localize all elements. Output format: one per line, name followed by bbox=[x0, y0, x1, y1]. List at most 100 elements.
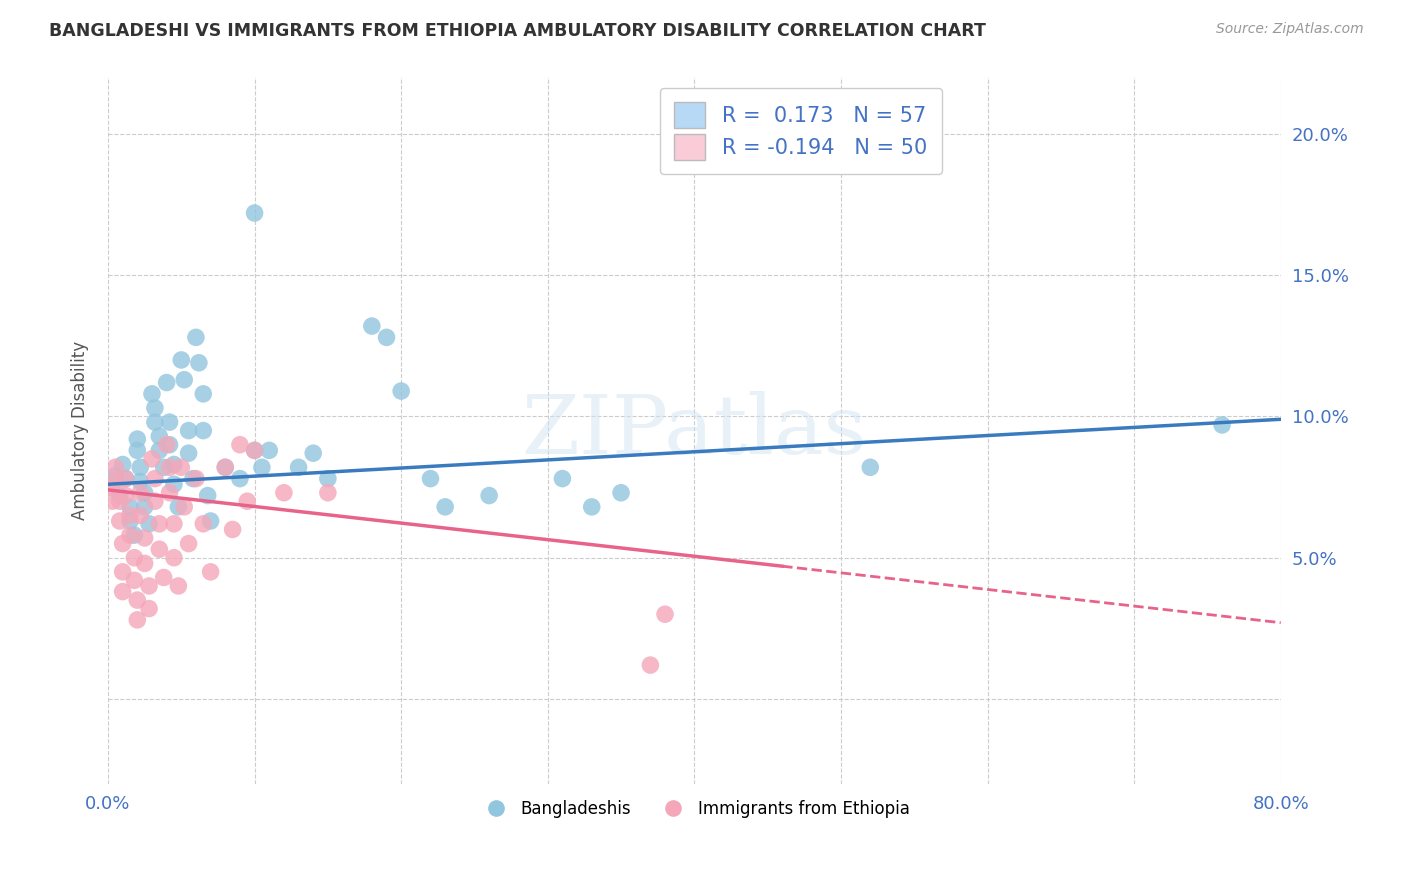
Point bbox=[187, 356, 209, 370]
Point bbox=[163, 477, 186, 491]
Point bbox=[184, 472, 207, 486]
Point bbox=[148, 429, 170, 443]
Point bbox=[111, 458, 134, 472]
Point bbox=[100, 480, 122, 494]
Point bbox=[143, 472, 166, 486]
Point bbox=[197, 489, 219, 503]
Point bbox=[108, 494, 131, 508]
Point bbox=[124, 550, 146, 565]
Point bbox=[111, 565, 134, 579]
Point bbox=[1211, 417, 1233, 432]
Point bbox=[114, 472, 136, 486]
Point bbox=[302, 446, 325, 460]
Point bbox=[170, 353, 193, 368]
Point bbox=[389, 384, 412, 398]
Point bbox=[134, 500, 156, 514]
Point bbox=[111, 584, 134, 599]
Point bbox=[273, 485, 295, 500]
Point bbox=[118, 508, 141, 523]
Point bbox=[104, 460, 127, 475]
Point bbox=[360, 319, 382, 334]
Text: BANGLADESHI VS IMMIGRANTS FROM ETHIOPIA AMBULATORY DISABILITY CORRELATION CHART: BANGLADESHI VS IMMIGRANTS FROM ETHIOPIA … bbox=[49, 22, 986, 40]
Point bbox=[141, 387, 163, 401]
Point bbox=[434, 500, 457, 514]
Point bbox=[104, 475, 127, 489]
Point bbox=[134, 485, 156, 500]
Point bbox=[163, 516, 186, 531]
Point bbox=[108, 489, 131, 503]
Point bbox=[143, 415, 166, 429]
Point bbox=[129, 475, 152, 489]
Point bbox=[152, 570, 174, 584]
Point bbox=[200, 514, 222, 528]
Point bbox=[148, 542, 170, 557]
Point bbox=[159, 415, 181, 429]
Point bbox=[134, 557, 156, 571]
Point bbox=[138, 601, 160, 615]
Point bbox=[478, 489, 501, 503]
Point bbox=[129, 508, 152, 523]
Point bbox=[177, 424, 200, 438]
Point bbox=[167, 579, 190, 593]
Point bbox=[148, 516, 170, 531]
Point bbox=[127, 432, 149, 446]
Point bbox=[229, 438, 252, 452]
Point bbox=[236, 494, 259, 508]
Point bbox=[177, 536, 200, 550]
Point bbox=[148, 443, 170, 458]
Point bbox=[316, 485, 339, 500]
Point bbox=[143, 401, 166, 415]
Point bbox=[159, 438, 181, 452]
Point bbox=[610, 485, 633, 500]
Point bbox=[177, 446, 200, 460]
Point bbox=[170, 460, 193, 475]
Point bbox=[118, 500, 141, 514]
Point bbox=[173, 373, 195, 387]
Point bbox=[173, 500, 195, 514]
Point bbox=[193, 424, 215, 438]
Point bbox=[859, 460, 882, 475]
Point bbox=[243, 443, 266, 458]
Point bbox=[152, 460, 174, 475]
Point bbox=[214, 460, 236, 475]
Text: Source: ZipAtlas.com: Source: ZipAtlas.com bbox=[1216, 22, 1364, 37]
Point bbox=[221, 523, 243, 537]
Point bbox=[143, 494, 166, 508]
Point bbox=[129, 460, 152, 475]
Point bbox=[375, 330, 398, 344]
Point bbox=[156, 376, 179, 390]
Point bbox=[127, 443, 149, 458]
Point bbox=[316, 472, 339, 486]
Point bbox=[257, 443, 280, 458]
Point bbox=[114, 489, 136, 503]
Point bbox=[129, 485, 152, 500]
Point bbox=[193, 516, 215, 531]
Point bbox=[141, 451, 163, 466]
Point bbox=[101, 494, 124, 508]
Point bbox=[243, 206, 266, 220]
Point bbox=[193, 387, 215, 401]
Point bbox=[114, 472, 136, 486]
Point bbox=[127, 613, 149, 627]
Point bbox=[127, 593, 149, 607]
Point bbox=[111, 536, 134, 550]
Point bbox=[118, 528, 141, 542]
Point bbox=[138, 516, 160, 531]
Legend: Bangladeshis, Immigrants from Ethiopia: Bangladeshis, Immigrants from Ethiopia bbox=[472, 794, 917, 825]
Point bbox=[551, 472, 574, 486]
Point bbox=[156, 438, 179, 452]
Point bbox=[287, 460, 309, 475]
Point bbox=[159, 460, 181, 475]
Point bbox=[124, 574, 146, 588]
Point bbox=[184, 330, 207, 344]
Point bbox=[419, 472, 441, 486]
Point bbox=[163, 550, 186, 565]
Point bbox=[108, 514, 131, 528]
Y-axis label: Ambulatory Disability: Ambulatory Disability bbox=[72, 341, 89, 520]
Point bbox=[104, 468, 127, 483]
Point bbox=[181, 472, 204, 486]
Point bbox=[581, 500, 603, 514]
Text: ZIPatlas: ZIPatlas bbox=[522, 391, 868, 471]
Point bbox=[124, 528, 146, 542]
Point bbox=[159, 485, 181, 500]
